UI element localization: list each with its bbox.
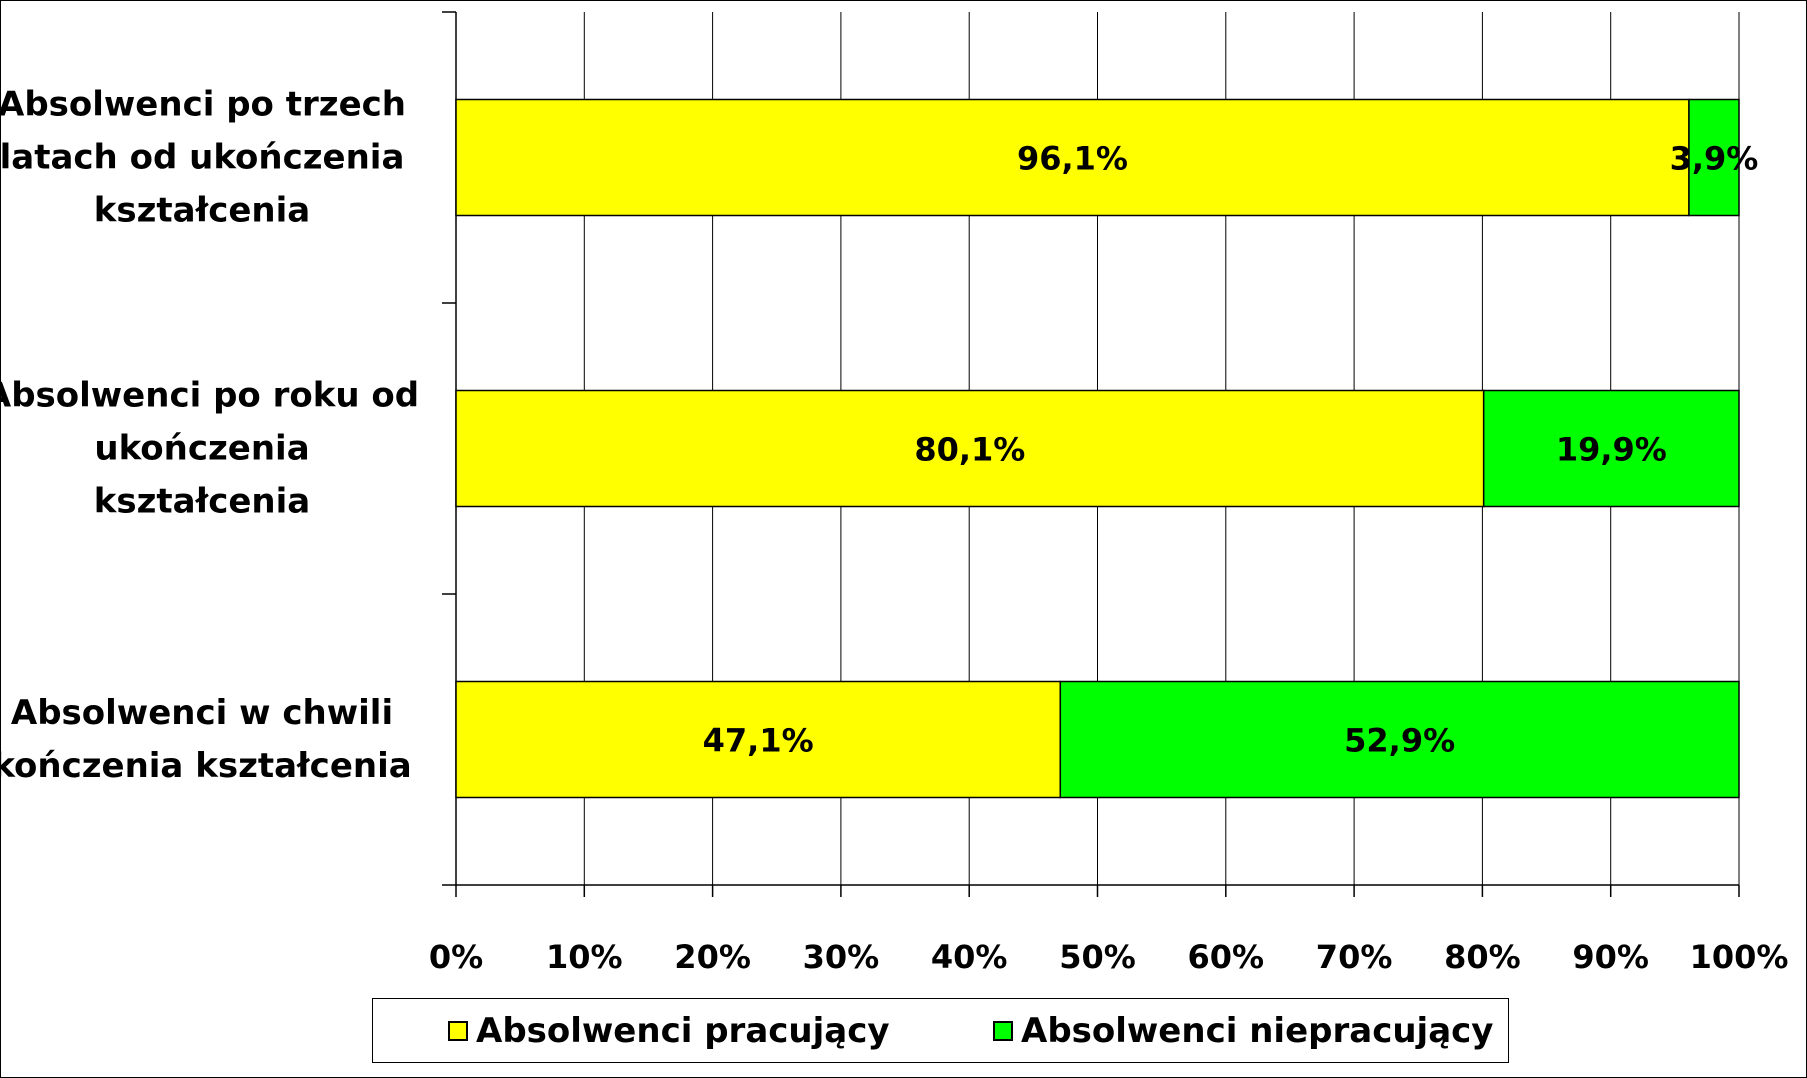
category-label-line: kształcenia: [93, 190, 311, 230]
legend-item-working: Absolwenci pracujący: [448, 1011, 890, 1051]
category-label-line: Absolwenci w chwili: [10, 692, 394, 733]
data-label: 3,9%: [1670, 140, 1759, 178]
x-tick-label: 70%: [1316, 938, 1393, 976]
bar-segment: [1059, 680, 1740, 799]
x-tick-label: 60%: [1188, 938, 1265, 976]
x-tick-label: 40%: [931, 938, 1008, 976]
category-label-line: latach od ukończenia: [0, 137, 405, 177]
legend-item-not-working: Absolwenci niepracujący: [993, 1011, 1494, 1051]
category-label-line: ukończenia kształcenia: [93, 428, 311, 521]
legend-label-not-working: Absolwenci niepracujący: [1021, 1011, 1494, 1051]
legend: Absolwenci pracujący Absolwenci niepracu…: [372, 998, 1509, 1063]
data-label: 80,1%: [914, 431, 1025, 469]
bar-segment: [1688, 98, 1740, 217]
bar-segment: [455, 389, 1485, 508]
category-label-line: kończenia kształcenia: [0, 745, 412, 786]
data-label: 19,9%: [1556, 431, 1667, 469]
bar-segment: [1482, 389, 1740, 508]
category-label-line: Absolwenci po trzech: [0, 84, 406, 124]
category-label: Absolwenci w chwili kończenia kształcenia: [0, 687, 422, 793]
legend-label-working: Absolwenci pracujący: [476, 1011, 890, 1051]
x-tick-label: 80%: [1444, 938, 1521, 976]
x-tick-label: 30%: [803, 938, 880, 976]
legend-swatch-working: [448, 1021, 468, 1041]
x-tick-label: 0%: [429, 938, 483, 976]
data-label: 52,9%: [1344, 722, 1455, 760]
category-label: Absolwenci po trzech latach od ukończenia…: [0, 78, 422, 237]
x-tick-label: 20%: [674, 938, 751, 976]
x-tick-label: 90%: [1572, 938, 1649, 976]
bar-segment: [455, 98, 1690, 217]
bar-segment: [455, 680, 1062, 799]
x-tick-label: 50%: [1059, 938, 1136, 976]
x-tick-label: 100%: [1690, 938, 1789, 976]
data-label: 47,1%: [703, 722, 814, 760]
legend-swatch-not-working: [993, 1021, 1013, 1041]
x-tick-label: 10%: [546, 938, 623, 976]
category-label-line: Absolwenci po roku od: [0, 375, 420, 415]
category-label: Absolwenci po roku od ukończenia kształce…: [0, 369, 422, 528]
data-label: 96,1%: [1017, 140, 1128, 178]
